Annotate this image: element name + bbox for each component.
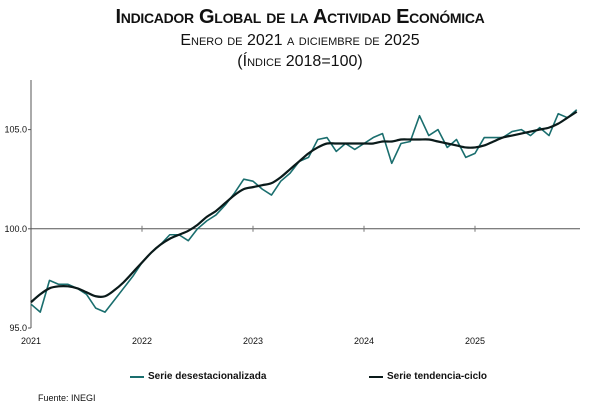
legend-label-desestacionalizada: Serie desestacionalizada (148, 371, 266, 382)
series-line-tendencia-ciclo (31, 112, 577, 302)
x-tick-label: 2024 (354, 336, 374, 346)
x-tick-label: 2021 (21, 336, 41, 346)
legend-label-tendencia: Serie tendencia-ciclo (387, 371, 487, 382)
y-tick-label: 105.0 (4, 125, 27, 135)
tick-labels: 95.0 100.0 105.0 2021 2022 2023 2024 2025 (4, 125, 485, 346)
x-tick-label: 2025 (465, 336, 485, 346)
y-tick-label: 100.0 (4, 224, 27, 234)
x-tick-label: 2022 (132, 336, 152, 346)
legend-swatch-tendencia (369, 376, 383, 378)
legend-swatch-desestacionalizada (130, 376, 144, 378)
y-tick-label: 95.0 (9, 323, 27, 333)
series-lines (31, 110, 577, 312)
legend-item-desestacionalizada: Serie desestacionalizada (130, 371, 266, 382)
legend-item-tendencia: Serie tendencia-ciclo (369, 371, 487, 382)
axes (28, 80, 580, 328)
source-note: Fuente: INEGI (38, 393, 96, 403)
x-tick-label: 2023 (243, 336, 263, 346)
